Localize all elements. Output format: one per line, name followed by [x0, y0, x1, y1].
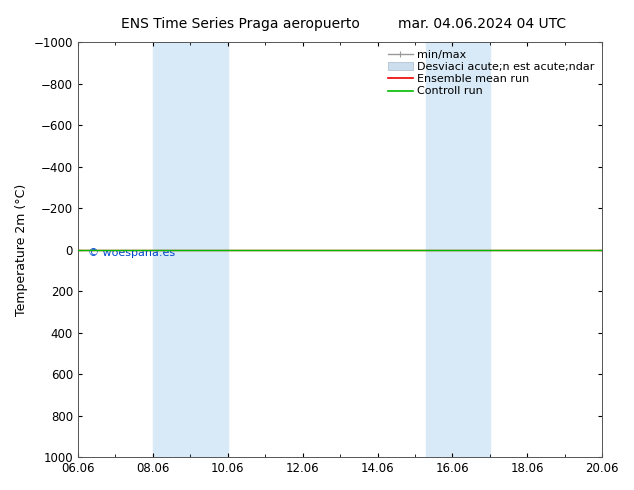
Legend: min/max, Desviaci acute;n est acute;ndar, Ensemble mean run, Controll run: min/max, Desviaci acute;n est acute;ndar…: [386, 48, 597, 98]
Text: mar. 04.06.2024 04 UTC: mar. 04.06.2024 04 UTC: [398, 17, 566, 31]
Bar: [153, 42, 228, 457]
Bar: [426, 42, 490, 457]
Text: © woespana.es: © woespana.es: [88, 247, 176, 258]
Text: ENS Time Series Praga aeropuerto: ENS Time Series Praga aeropuerto: [122, 17, 360, 31]
Y-axis label: Temperature 2m (°C): Temperature 2m (°C): [15, 183, 28, 316]
